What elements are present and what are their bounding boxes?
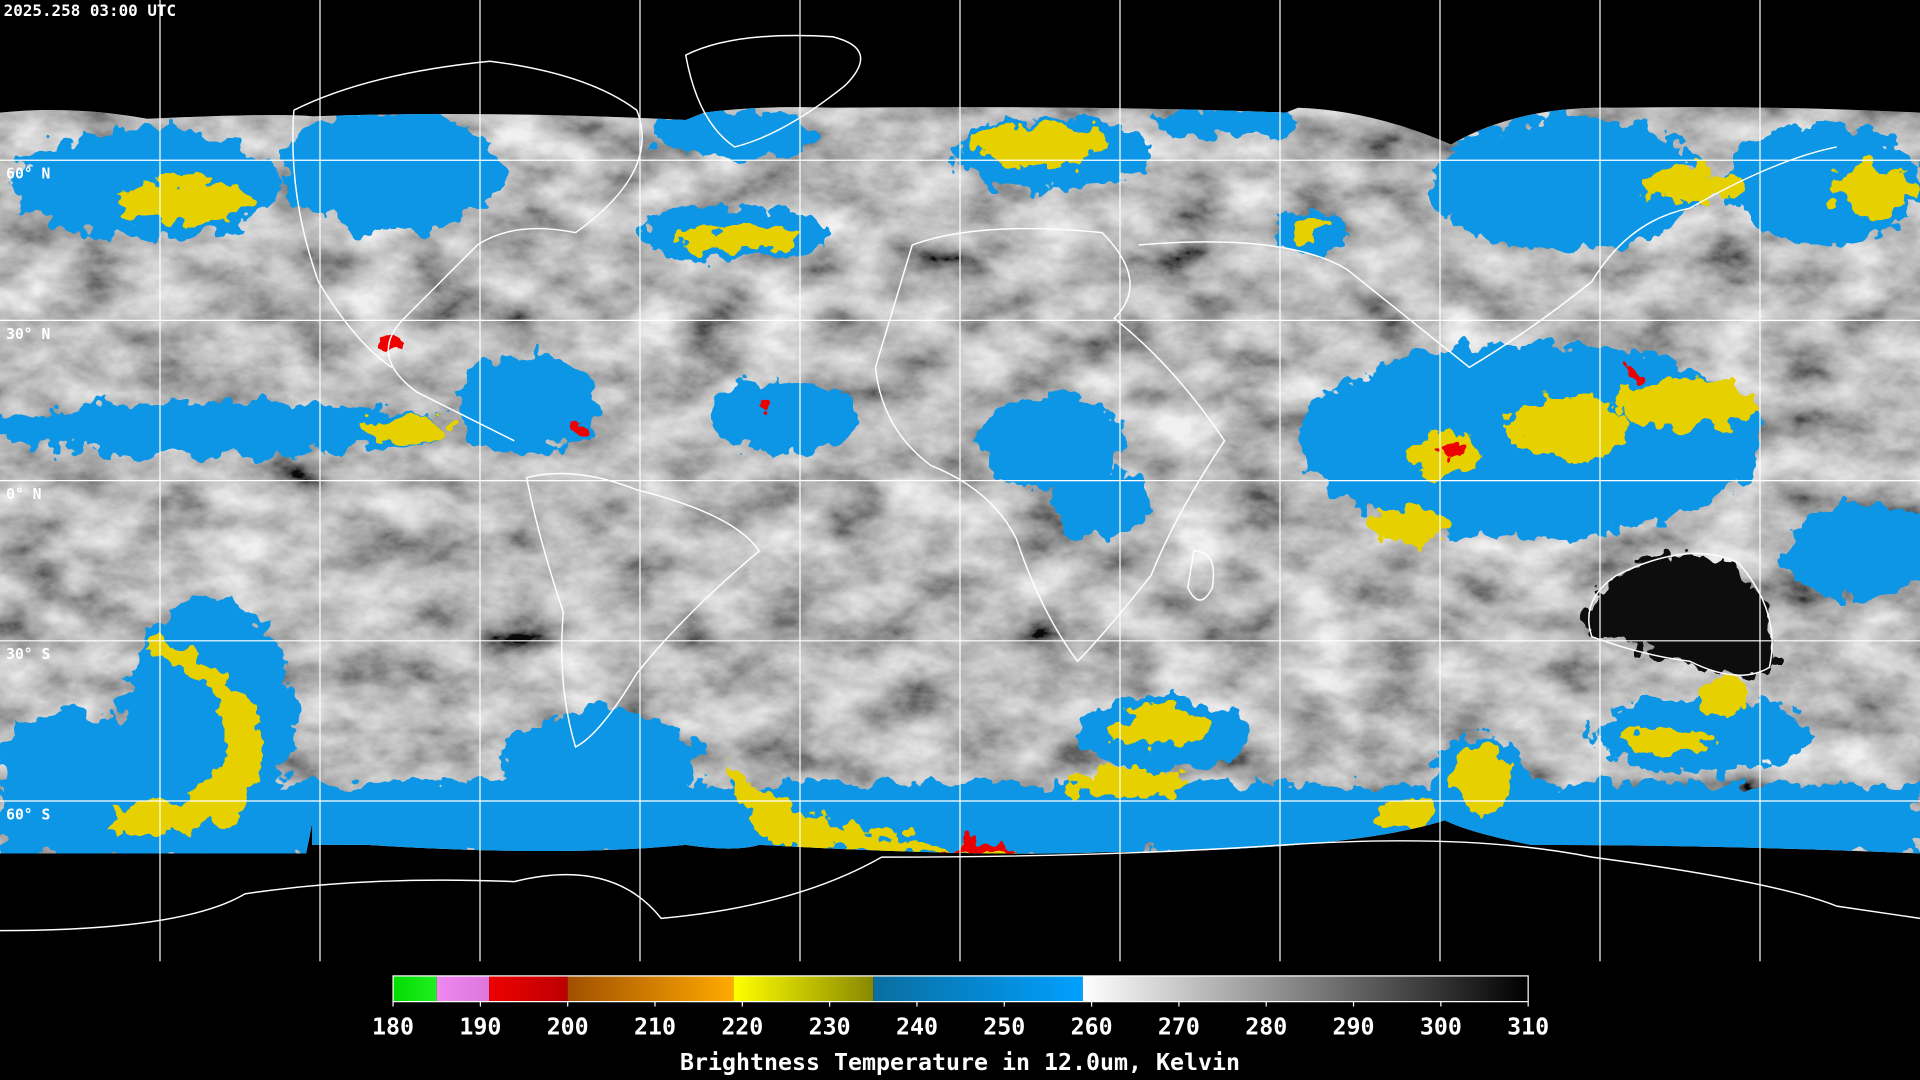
map-feature (116, 180, 252, 225)
colorbar-segment (489, 975, 568, 1002)
map-feature (1438, 440, 1464, 461)
graticule (0, 0, 1920, 962)
map-feature (281, 110, 503, 233)
map-feature (1616, 379, 1764, 429)
colorbar-segment (567, 975, 734, 1002)
map-feature (1830, 165, 1917, 215)
colorbar-tick-label: 230 (809, 1014, 851, 1041)
colorbar-tick-label: 240 (896, 1014, 938, 1041)
colorbar-segment (436, 975, 490, 1002)
map-feature (1588, 553, 1773, 676)
latitude-label: 30° S (6, 646, 50, 663)
map-feature (293, 60, 643, 442)
map-feature (1787, 502, 1920, 600)
labels: 2025.258 03:00 UTC 60° N 30° N 0° N 30° S 60… (4, 1, 176, 823)
map-feature (1588, 552, 1773, 676)
latitude-label: 0° N (6, 486, 41, 503)
colorbar: Brightness Temperature in 12.0um, Kelvin… (372, 975, 1549, 1076)
map-feature (355, 416, 454, 441)
map-feature (1065, 768, 1188, 799)
map-feature (292, 110, 393, 368)
map-feature (110, 636, 262, 835)
colorbar-segment (393, 975, 437, 1002)
colorbar-frame (392, 975, 1529, 1003)
map-feature (0, 840, 1920, 932)
map-feature (569, 420, 582, 433)
colorbar-tick-label: 260 (1071, 1014, 1113, 1041)
map-feature (759, 404, 772, 417)
map-feature (710, 379, 858, 454)
map-feature (1053, 465, 1152, 539)
map-feature (1151, 107, 1298, 138)
colorbar-tick-label: 250 (983, 1014, 1025, 1041)
colorbar-segment (873, 975, 1083, 1002)
colorbar-tick-label: 310 (1507, 1014, 1549, 1041)
colorbar-tick-label: 190 (459, 1014, 501, 1041)
colorbar-tick-label: 210 (634, 1014, 676, 1041)
colorbar-tick-label: 270 (1158, 1014, 1200, 1041)
map-feature (1371, 508, 1445, 545)
colorbar-tick-label: 220 (721, 1014, 763, 1041)
map-feature (973, 122, 1109, 167)
map-feature (0, 401, 454, 456)
map-feature (1451, 740, 1513, 815)
map-feature (1616, 728, 1715, 754)
map-feature (1114, 710, 1213, 747)
map-feature (673, 226, 796, 252)
map-feature (1640, 165, 1739, 203)
map-feature (1618, 367, 1639, 380)
map-feature (1506, 397, 1629, 460)
map-feature (1432, 116, 1703, 252)
map-feature (684, 34, 862, 148)
timestamp: 2025.258 03:00 UTC (4, 1, 176, 20)
latitude-label: 30° N (6, 326, 50, 343)
map-feature (1138, 146, 1837, 369)
colorbar-tick-label: 180 (372, 1014, 414, 1041)
colorbar-tick-label: 280 (1245, 1014, 1287, 1041)
colorbar-title: Brightness Temperature in 12.0um, Kelvin (680, 1049, 1240, 1076)
colorbar-segment (733, 975, 874, 1002)
map-feature (1377, 802, 1439, 827)
map-feature (979, 391, 1127, 490)
map-feature (648, 110, 821, 160)
map-feature (502, 710, 698, 809)
colorbar-tick-label: 300 (1420, 1014, 1462, 1041)
colorbar-tick-label: 200 (547, 1014, 589, 1041)
map-feature (1702, 679, 1752, 717)
map-feature (1186, 550, 1215, 601)
colorbar-tick-label: 290 (1333, 1014, 1375, 1041)
map-feature (0, 710, 147, 809)
colorbar-segment (1082, 975, 1529, 1002)
map-feature (379, 333, 1639, 853)
latitude-label: 60° S (6, 806, 50, 823)
map-feature (942, 842, 1017, 853)
map-feature (453, 355, 600, 454)
map-feature (874, 227, 1226, 663)
latitude-label: 60° N (6, 166, 50, 183)
coastlines (0, 34, 1920, 932)
map-feature (1293, 214, 1328, 244)
